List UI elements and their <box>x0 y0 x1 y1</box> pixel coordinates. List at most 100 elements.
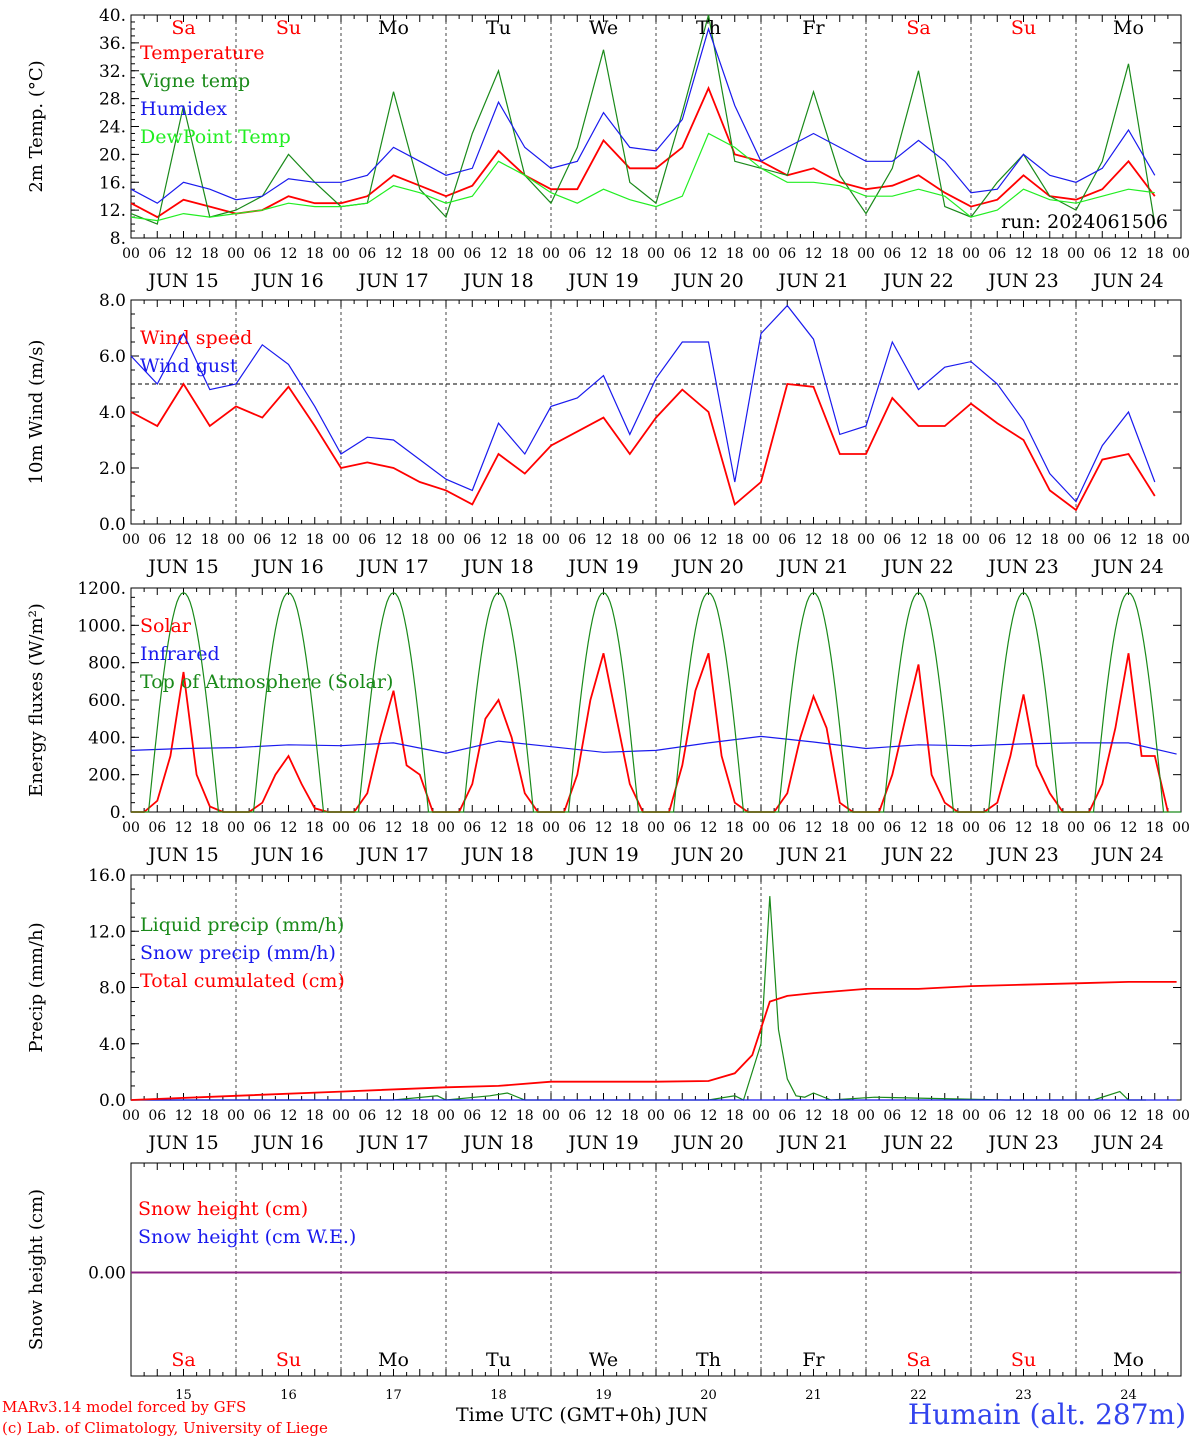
hour-tick-label: 06 <box>673 1108 691 1124</box>
hour-tick-label: 00 <box>542 820 560 836</box>
date-label: JUN 24 <box>1091 556 1163 578</box>
hour-tick-label: 12 <box>1015 1108 1033 1124</box>
hour-tick-label: 06 <box>778 1108 796 1124</box>
hour-tick-label: 18 <box>1041 246 1059 262</box>
hour-tick-label: 06 <box>463 820 481 836</box>
hour-tick-label: 18 <box>726 1108 744 1124</box>
hour-tick-label: 06 <box>883 532 901 548</box>
legend-entry: DewPoint Temp <box>140 126 291 148</box>
x-axis-month: JUN <box>667 1404 709 1426</box>
hour-tick-label: 18 <box>516 820 534 836</box>
hour-tick-label: 00 <box>752 246 770 262</box>
y-tick-label: 400. <box>88 728 126 748</box>
date-label: JUN 18 <box>461 270 533 292</box>
hour-tick-label: 12 <box>805 532 823 548</box>
day-number: 17 <box>385 1388 402 1403</box>
hour-tick-label: 00 <box>962 1108 980 1124</box>
y-axis-label: Precip (mm/h) <box>26 922 47 1052</box>
hour-tick-label: 12 <box>805 246 823 262</box>
date-label: JUN 19 <box>566 1132 638 1154</box>
hour-tick-label: 12 <box>595 246 613 262</box>
date-label: JUN 21 <box>776 1132 848 1154</box>
hour-tick-label: 06 <box>778 820 796 836</box>
hour-tick-label: 06 <box>358 532 376 548</box>
hour-tick-label: 06 <box>253 246 271 262</box>
date-label: JUN 24 <box>1091 1132 1163 1154</box>
hour-tick-label: 12 <box>700 820 718 836</box>
hour-tick-label: 00 <box>227 820 245 836</box>
hour-tick-label: 18 <box>306 246 324 262</box>
hour-tick-label: 00 <box>227 246 245 262</box>
hour-tick-label: 00 <box>1067 820 1085 836</box>
hour-tick-label: 12 <box>490 246 508 262</box>
date-label: JUN 20 <box>671 556 743 578</box>
panel-4: 0.0 4.0 8.0 12.0 16.0 Precip (mm/h) 00 06 12 18 00… <box>26 866 1190 1154</box>
hour-tick-label: 18 <box>621 246 639 262</box>
panel-3: 0. 200. 400. 600. 800. 1000. 1200. Energy fluxe… <box>26 579 1190 866</box>
day-number: 15 <box>175 1388 192 1403</box>
y-tick-label: 36. <box>99 34 126 54</box>
hour-tick-label: 12 <box>1120 1108 1138 1124</box>
y-axis-label: Energy fluxes (W/m²) <box>26 603 47 797</box>
hour-tick-label: 06 <box>253 820 271 836</box>
hour-tick-label: 18 <box>201 246 219 262</box>
y-tick-label: 6.0 <box>99 347 126 367</box>
x-axis-title-text: Time UTC (GMT+0h) <box>456 1404 662 1426</box>
hour-tick-label: 00 <box>542 1108 560 1124</box>
hour-tick-label: 00 <box>542 246 560 262</box>
day-number: 19 <box>595 1388 612 1403</box>
plot-frame <box>130 299 1182 525</box>
hour-tick-label: 00 <box>227 1108 245 1124</box>
hour-tick-label: 06 <box>568 1108 586 1124</box>
hour-tick-label: 12 <box>700 1108 718 1124</box>
hour-tick-label: 00 <box>1067 246 1085 262</box>
hour-tick-label: 18 <box>936 532 954 548</box>
series-line-1 <box>130 382 1156 512</box>
plot-frame <box>130 587 1182 813</box>
hour-tick-label: 00 <box>857 246 875 262</box>
y-tick-label: 0.0 <box>99 515 126 535</box>
hour-tick-label: 18 <box>726 820 744 836</box>
day-number: 16 <box>280 1388 297 1403</box>
series-line-3 <box>131 592 1181 813</box>
date-label: JUN 17 <box>356 556 428 578</box>
hour-tick-label: 00 <box>752 1108 770 1124</box>
legend-entry: Top of Atmosphere (Solar) <box>140 671 393 693</box>
hour-tick-label: 12 <box>1015 820 1033 836</box>
hour-tick-label: 18 <box>1146 1108 1164 1124</box>
day-number: 23 <box>1015 1388 1032 1403</box>
hour-tick-label: 06 <box>1093 246 1111 262</box>
y-tick-label: 4.0 <box>99 403 126 423</box>
hour-tick-label: 12 <box>910 532 928 548</box>
date-label: JUN 24 <box>1091 270 1163 292</box>
date-label: JUN 19 <box>566 270 638 292</box>
day-label: Sa <box>171 1349 195 1371</box>
date-label: JUN 16 <box>251 844 323 866</box>
day-number: 22 <box>910 1388 927 1403</box>
hour-tick-label: 06 <box>883 820 901 836</box>
hour-tick-label: 18 <box>516 1108 534 1124</box>
hour-tick-label: 18 <box>621 1108 639 1124</box>
hour-tick-label: 06 <box>673 532 691 548</box>
date-label: JUN 22 <box>881 844 953 866</box>
x-axis-title: Time UTC (GMT+0h) JUN <box>456 1404 708 1426</box>
hour-tick-label: 06 <box>148 1108 166 1124</box>
day-number: 20 <box>700 1388 717 1403</box>
date-label: JUN 23 <box>986 1132 1058 1154</box>
hour-tick-label: 12 <box>490 820 508 836</box>
hour-tick-label: 00 <box>647 820 665 836</box>
date-label: JUN 20 <box>671 844 743 866</box>
legend-entry: Wind speed <box>140 327 252 349</box>
hour-tick-label: 12 <box>595 820 613 836</box>
credit-model: MARv3.14 model forced by GFS <box>2 1398 247 1416</box>
hour-tick-label: 18 <box>411 820 429 836</box>
date-label: JUN 16 <box>251 270 323 292</box>
date-label: JUN 21 <box>776 556 848 578</box>
y-tick-label: 1200. <box>77 579 126 599</box>
legend-entry: Wind gust <box>140 355 238 377</box>
hour-tick-label: 18 <box>411 1108 429 1124</box>
y-tick-label: 800. <box>88 654 126 674</box>
day-label: Mo <box>378 17 409 39</box>
hour-tick-label: 00 <box>1172 1108 1190 1124</box>
y-tick-label: 16.0 <box>88 866 126 886</box>
